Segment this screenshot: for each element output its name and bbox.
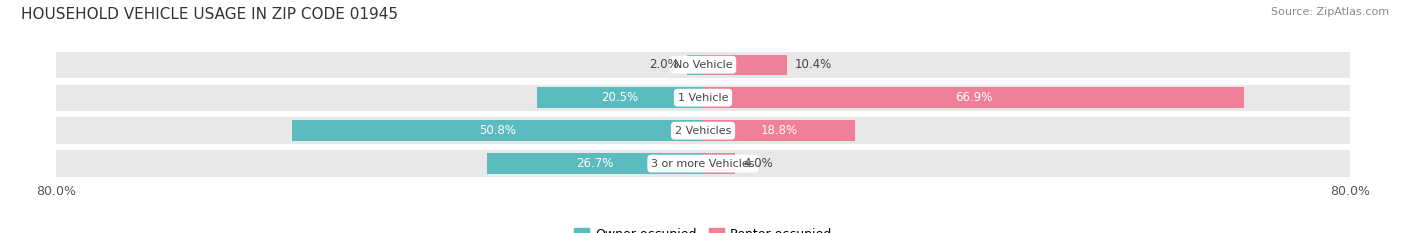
Text: No Vehicle: No Vehicle xyxy=(673,60,733,70)
Text: 3 or more Vehicles: 3 or more Vehicles xyxy=(651,159,755,169)
Bar xyxy=(703,120,855,141)
Bar xyxy=(537,87,703,108)
Text: 26.7%: 26.7% xyxy=(576,157,614,170)
Bar xyxy=(56,151,1350,177)
Text: 1 Vehicle: 1 Vehicle xyxy=(678,93,728,103)
Text: 50.8%: 50.8% xyxy=(479,124,516,137)
Bar xyxy=(703,153,735,174)
Text: 10.4%: 10.4% xyxy=(796,58,832,71)
Bar xyxy=(486,153,703,174)
Bar xyxy=(688,55,703,75)
Text: 20.5%: 20.5% xyxy=(602,91,638,104)
Text: 4.0%: 4.0% xyxy=(744,157,773,170)
Text: 66.9%: 66.9% xyxy=(955,91,993,104)
Bar xyxy=(292,120,703,141)
Bar xyxy=(56,51,1350,78)
Bar xyxy=(703,87,1244,108)
Text: 2 Vehicles: 2 Vehicles xyxy=(675,126,731,136)
Text: 2.0%: 2.0% xyxy=(650,58,679,71)
Bar xyxy=(703,55,787,75)
Bar xyxy=(56,117,1350,144)
Legend: Owner-occupied, Renter-occupied: Owner-occupied, Renter-occupied xyxy=(568,223,838,233)
Text: Source: ZipAtlas.com: Source: ZipAtlas.com xyxy=(1271,7,1389,17)
Bar xyxy=(56,85,1350,111)
Text: 18.8%: 18.8% xyxy=(761,124,797,137)
Text: HOUSEHOLD VEHICLE USAGE IN ZIP CODE 01945: HOUSEHOLD VEHICLE USAGE IN ZIP CODE 0194… xyxy=(21,7,398,22)
